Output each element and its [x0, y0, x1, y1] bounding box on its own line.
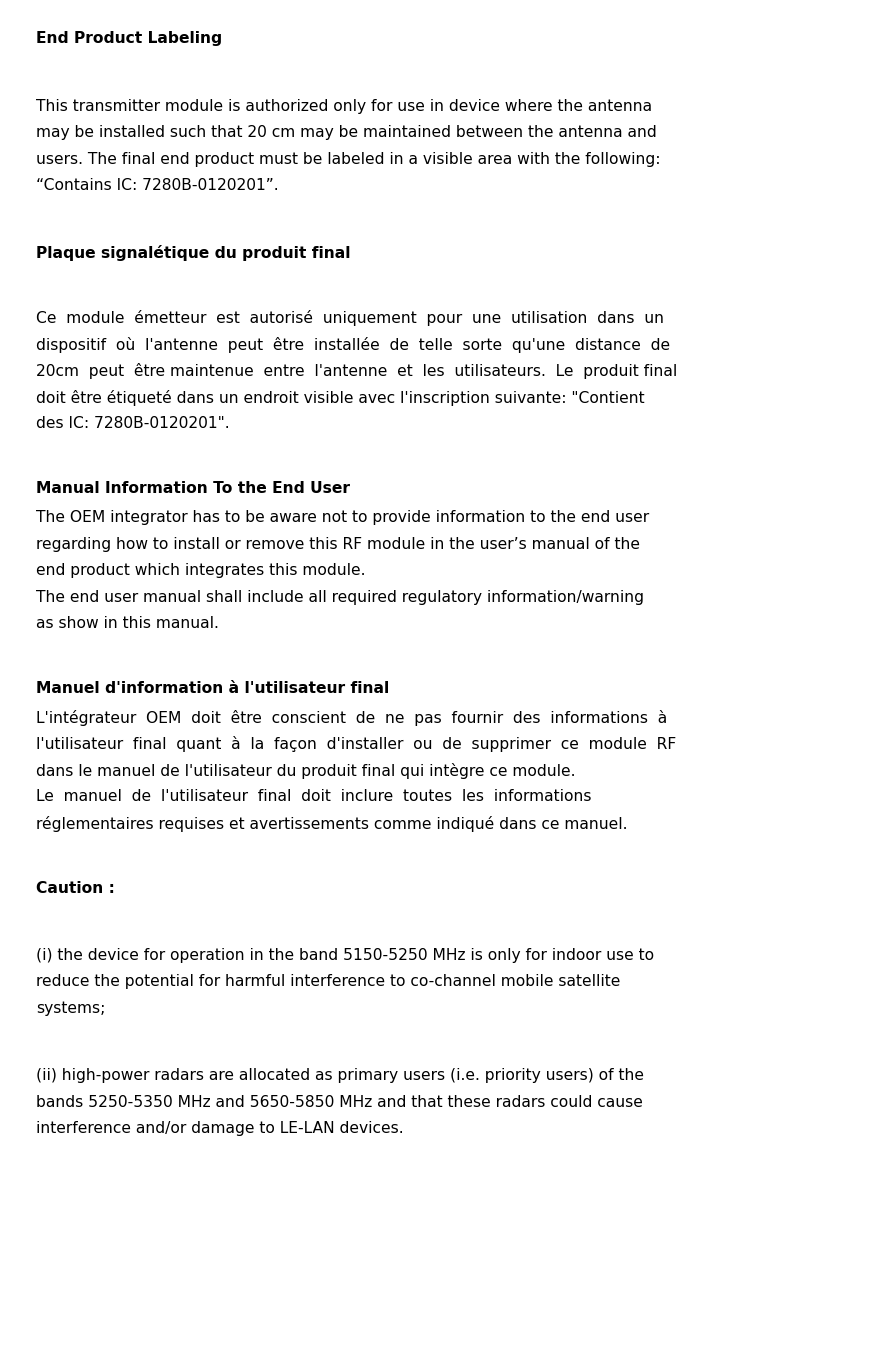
Text: systems;: systems; [36, 1001, 106, 1016]
Text: réglementaires requises et avertissements comme indiqué dans ce manuel.: réglementaires requises et avertissement… [36, 816, 628, 832]
Text: regarding how to install or remove this RF module in the user’s manual of the: regarding how to install or remove this … [36, 536, 640, 552]
Text: users. The final end product must be labeled in a visible area with the followin: users. The final end product must be lab… [36, 151, 661, 167]
Text: Le  manuel  de  l'utilisateur  final  doit  inclure  toutes  les  informations: Le manuel de l'utilisateur final doit in… [36, 789, 592, 805]
Text: reduce the potential for harmful interference to co-channel mobile satellite: reduce the potential for harmful interfe… [36, 974, 620, 990]
Text: end product which integrates this module.: end product which integrates this module… [36, 563, 366, 578]
Text: This transmitter module is authorized only for use in device where the antenna: This transmitter module is authorized on… [36, 98, 653, 114]
Text: (i) the device for operation in the band 5150-5250 MHz is only for indoor use to: (i) the device for operation in the band… [36, 948, 654, 963]
Text: interference and/or damage to LE-LAN devices.: interference and/or damage to LE-LAN dev… [36, 1121, 404, 1137]
Text: may be installed such that 20 cm may be maintained between the antenna and: may be installed such that 20 cm may be … [36, 125, 657, 140]
Text: dispositif  où  l'antenne  peut  être  installée  de  telle  sorte  qu'une  dist: dispositif où l'antenne peut être instal… [36, 336, 671, 352]
Text: The end user manual shall include all required regulatory information/warning: The end user manual shall include all re… [36, 589, 645, 605]
Text: 20cm  peut  être maintenue  entre  l'antenne  et  les  utilisateurs.  Le  produi: 20cm peut être maintenue entre l'antenne… [36, 363, 678, 379]
Text: doit être étiqueté dans un endroit visible avec l'inscription suivante: "Contien: doit être étiqueté dans un endroit visib… [36, 389, 645, 405]
Text: The OEM integrator has to be aware not to provide information to the end user: The OEM integrator has to be aware not t… [36, 510, 650, 525]
Text: dans le manuel de l'utilisateur du produit final qui intègre ce module.: dans le manuel de l'utilisateur du produ… [36, 763, 576, 779]
Text: “Contains IC: 7280B-0120201”.: “Contains IC: 7280B-0120201”. [36, 178, 279, 193]
Text: Manual Information To the End User: Manual Information To the End User [36, 480, 350, 496]
Text: Plaque signalétique du produit final: Plaque signalétique du produit final [36, 245, 351, 261]
Text: Ce  module  émetteur  est  autorisé  uniquement  pour  une  utilisation  dans  u: Ce module émetteur est autorisé uniqueme… [36, 310, 665, 326]
Text: L'intégrateur  OEM  doit  être  conscient  de  ne  pas  fournir  des  informatio: L'intégrateur OEM doit être conscient de… [36, 710, 667, 726]
Text: bands 5250-5350 MHz and 5650-5850 MHz and that these radars could cause: bands 5250-5350 MHz and 5650-5850 MHz an… [36, 1095, 643, 1110]
Text: Manuel d'information à l'utilisateur final: Manuel d'information à l'utilisateur fin… [36, 680, 390, 696]
Text: Caution :: Caution : [36, 880, 116, 896]
Text: as show in this manual.: as show in this manual. [36, 616, 219, 631]
Text: (ii) high-power radars are allocated as primary users (i.e. priority users) of t: (ii) high-power radars are allocated as … [36, 1068, 645, 1084]
Text: des IC: 7280B-0120201".: des IC: 7280B-0120201". [36, 416, 230, 431]
Text: l'utilisateur  final  quant  à  la  façon  d'installer  ou  de  supprimer  ce  m: l'utilisateur final quant à la façon d'i… [36, 736, 677, 752]
Text: End Product Labeling: End Product Labeling [36, 31, 222, 46]
